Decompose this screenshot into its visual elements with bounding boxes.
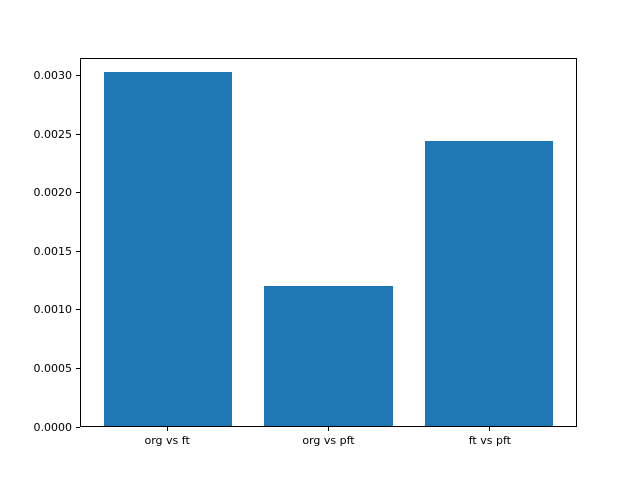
y-tick-mark	[76, 75, 80, 77]
x-tick-mark	[489, 427, 491, 431]
x-tick-label: org vs pft	[302, 434, 355, 447]
bar-org-vs-pft	[264, 286, 393, 426]
x-tick-label: ft vs pft	[468, 434, 511, 447]
bar-ft-vs-pft	[424, 140, 554, 426]
y-tick-mark	[76, 426, 80, 428]
x-tick-mark	[166, 427, 168, 431]
plot-area	[80, 58, 577, 427]
y-tick-mark	[76, 309, 80, 311]
y-tick-label: 0.0020	[33, 186, 73, 200]
y-tick-mark	[76, 133, 80, 135]
y-tick-label: 0.0015	[33, 244, 73, 258]
bar-org-vs-ft	[103, 71, 233, 426]
y-tick-label: 0.0030	[33, 69, 73, 83]
x-tick-label: org vs ft	[144, 434, 190, 447]
x-tick-mark	[328, 427, 329, 431]
y-tick-mark	[76, 250, 80, 252]
y-tick-mark	[76, 367, 80, 369]
y-tick-label: 0.0000	[33, 420, 73, 434]
y-tick-label: 0.0025	[33, 127, 73, 141]
y-tick-mark	[76, 192, 80, 194]
y-tick-label: 0.0010	[33, 303, 73, 317]
y-tick-label: 0.0005	[33, 361, 73, 375]
